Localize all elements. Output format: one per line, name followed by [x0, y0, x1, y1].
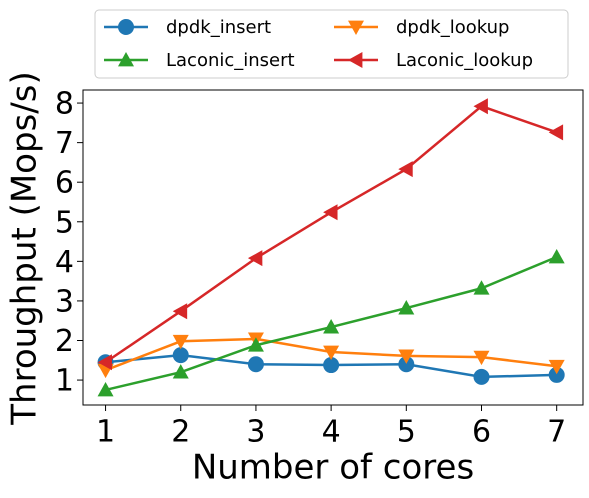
data-point: [473, 98, 488, 115]
data-point: [247, 337, 264, 352]
x-tick-label: 6: [472, 415, 491, 450]
x-tick-label: 3: [246, 415, 265, 450]
data-point: [473, 350, 490, 366]
data-point: [323, 345, 340, 360]
data-point: [323, 319, 340, 334]
y-tick-label: 2: [55, 324, 74, 359]
legend-label: dpdk_insert: [166, 17, 271, 38]
legend-marker: [348, 52, 363, 68]
data-point: [323, 357, 340, 374]
data-point: [398, 161, 413, 178]
x-tick-label: 2: [171, 415, 190, 450]
y-axis-label: Throughput (Mops/s): [5, 71, 45, 425]
data-point: [172, 364, 189, 379]
data-point: [473, 280, 490, 295]
y-tick-label: 3: [55, 284, 74, 319]
y-tick-label: 4: [55, 245, 74, 280]
legend-label: dpdk_lookup: [396, 17, 509, 38]
legend-box: [94, 9, 569, 79]
data-point: [473, 368, 490, 385]
y-tick-label: 6: [55, 166, 74, 201]
data-point: [398, 300, 415, 315]
y-tick-label: 5: [55, 205, 74, 240]
legend-marker: [118, 52, 134, 67]
data-point: [398, 356, 415, 373]
data-point: [97, 354, 112, 371]
data-point: [172, 303, 188, 320]
data-point: [247, 356, 264, 373]
x-tick-label: 1: [96, 415, 115, 450]
x-tick-label: 7: [547, 415, 566, 450]
y-tick-label: 8: [55, 87, 74, 122]
data-point: [548, 124, 564, 141]
x-tick-label: 4: [322, 415, 341, 450]
data-point: [247, 250, 263, 267]
legend-label: Laconic_insert: [166, 50, 295, 71]
data-point: [172, 347, 189, 364]
data-point: [172, 334, 189, 350]
x-axis-label: Number of cores: [192, 448, 474, 488]
data-point: [548, 366, 565, 383]
data-point: [97, 381, 114, 397]
data-point: [398, 349, 415, 364]
y-tick-label: 1: [55, 364, 74, 399]
legend-label: Laconic_lookup: [396, 50, 533, 71]
x-tick-label: 5: [397, 415, 416, 450]
data-point: [548, 359, 565, 375]
legend-marker: [348, 20, 364, 35]
legend-marker: [118, 19, 134, 35]
y-tick-label: 7: [55, 126, 74, 161]
data-point: [323, 204, 338, 221]
plot-frame: [82, 89, 584, 406]
data-point: [548, 248, 565, 264]
